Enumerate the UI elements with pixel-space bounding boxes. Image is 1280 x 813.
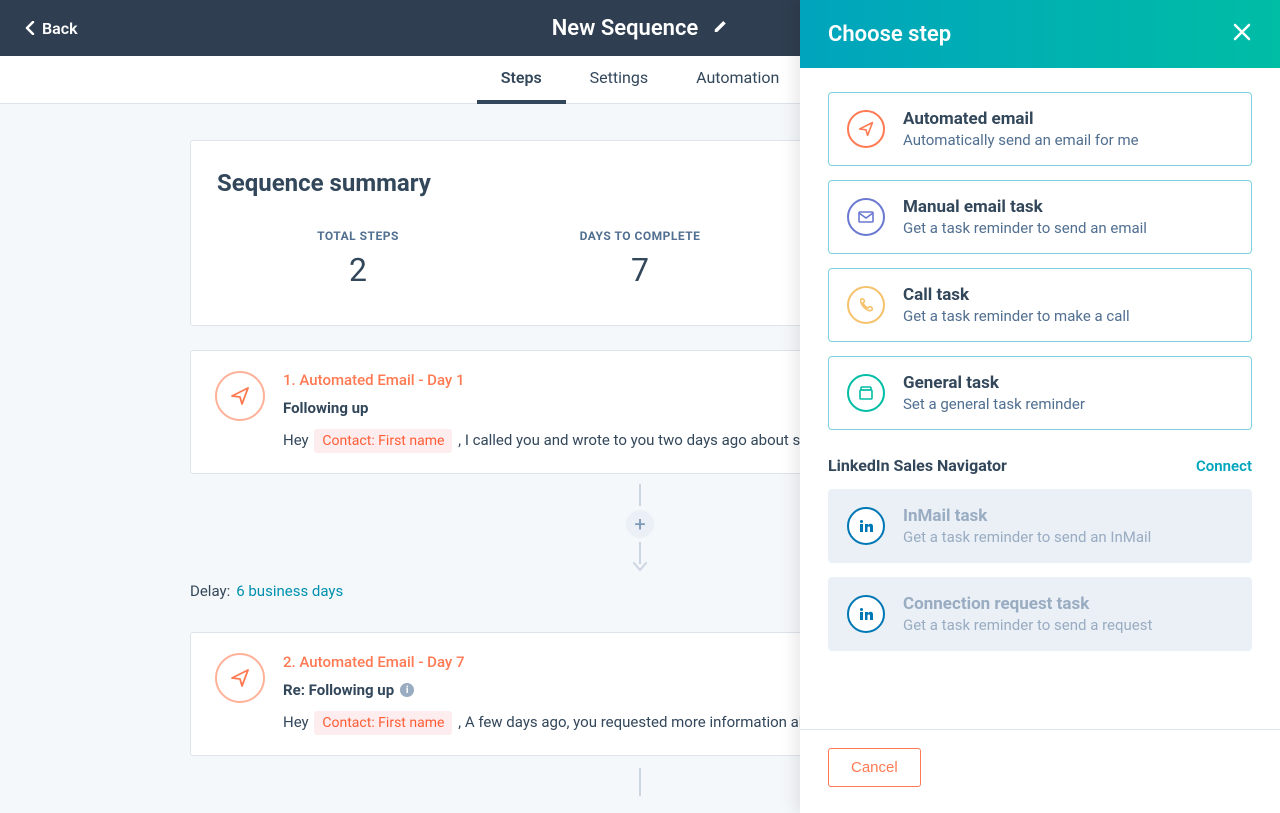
stat-label: DAYS TO COMPLETE (499, 229, 781, 243)
linkedin-heading: LinkedIn Sales Navigator (828, 456, 1007, 475)
tab-settings[interactable]: Settings (566, 56, 672, 104)
close-icon (1232, 22, 1252, 42)
choose-step-panel: Choose step Automated email Automaticall… (800, 0, 1280, 813)
option-title: InMail task (903, 506, 1151, 526)
stat-value: 7 (499, 251, 781, 289)
panel-header: Choose step (800, 0, 1280, 68)
option-title: General task (903, 373, 1085, 393)
linkedin-section-header: LinkedIn Sales Navigator Connect (828, 456, 1252, 475)
connector-line (639, 768, 641, 796)
panel-body: Automated email Automatically send an em… (800, 68, 1280, 729)
option-desc: Automatically send an email for me (903, 131, 1139, 149)
option-title: Call task (903, 285, 1130, 305)
option-desc: Set a general task reminder (903, 395, 1085, 413)
send-icon (215, 371, 265, 421)
option-inmail: InMail task Get a task reminder to send … (828, 489, 1252, 563)
connect-linkedin-button[interactable]: Connect (1196, 457, 1252, 475)
connector-line (639, 484, 641, 506)
step-subject-text: Re: Following up (283, 681, 394, 699)
add-step-button[interactable]: + (626, 510, 654, 538)
option-general[interactable]: General task Set a general task reminder (828, 356, 1252, 430)
pencil-icon (712, 18, 728, 34)
info-icon[interactable]: i (400, 683, 414, 697)
cancel-button[interactable]: Cancel (828, 748, 921, 787)
send-icon (847, 110, 885, 148)
option-automated-email[interactable]: Automated email Automatically send an em… (828, 92, 1252, 166)
option-text: Automated email Automatically send an em… (903, 109, 1139, 149)
panel-footer: Cancel (800, 729, 1280, 813)
option-connection-request: Connection request task Get a task remin… (828, 577, 1252, 651)
task-icon (847, 374, 885, 412)
contact-token: Contact: First name (314, 429, 452, 453)
chevron-left-icon (24, 21, 36, 35)
option-text: Connection request task Get a task remin… (903, 594, 1152, 634)
step-subject-text: Following up (283, 399, 368, 417)
preview-post: , I called you and wrote to you two days… (458, 431, 830, 449)
panel-title: Choose step (828, 22, 951, 47)
linkedin-icon (847, 595, 885, 633)
option-desc: Get a task reminder to send a request (903, 616, 1152, 634)
edit-title-button[interactable] (712, 18, 728, 38)
send-icon (215, 653, 265, 703)
delay-value[interactable]: 6 business days (236, 582, 343, 600)
email-icon (847, 198, 885, 236)
tab-automation[interactable]: Automation (672, 56, 803, 104)
contact-token: Contact: First name (314, 711, 452, 735)
option-title: Automated email (903, 109, 1139, 129)
option-text: InMail task Get a task reminder to send … (903, 506, 1151, 546)
preview-pre: Hey (283, 431, 312, 449)
stat-label: TOTAL STEPS (217, 229, 499, 243)
back-label: Back (42, 19, 78, 38)
tab-steps[interactable]: Steps (477, 56, 566, 104)
arrow-down-icon (633, 562, 647, 572)
option-text: Manual email task Get a task reminder to… (903, 197, 1147, 237)
option-desc: Get a task reminder to send an email (903, 219, 1147, 237)
phone-icon (847, 286, 885, 324)
stat-days: DAYS TO COMPLETE 7 (499, 229, 781, 289)
option-manual-email[interactable]: Manual email task Get a task reminder to… (828, 180, 1252, 254)
stat-value: 2 (217, 251, 499, 289)
close-panel-button[interactable] (1232, 22, 1252, 46)
option-text: Call task Get a task reminder to make a … (903, 285, 1130, 325)
stat-total-steps: TOTAL STEPS 2 (217, 229, 499, 289)
linkedin-icon (847, 507, 885, 545)
page-title-wrap: New Sequence (552, 16, 729, 41)
page-title: New Sequence (552, 16, 699, 41)
back-button[interactable]: Back (24, 19, 78, 38)
option-desc: Get a task reminder to send an InMail (903, 528, 1151, 546)
delay-label: Delay: (190, 582, 230, 600)
option-text: General task Set a general task reminder (903, 373, 1085, 413)
option-title: Connection request task (903, 594, 1152, 614)
preview-pre: Hey (283, 713, 312, 731)
preview-post: , A few days ago, you requested more inf… (458, 713, 829, 731)
option-desc: Get a task reminder to make a call (903, 307, 1130, 325)
option-title: Manual email task (903, 197, 1147, 217)
connector-line (639, 542, 641, 564)
option-call[interactable]: Call task Get a task reminder to make a … (828, 268, 1252, 342)
